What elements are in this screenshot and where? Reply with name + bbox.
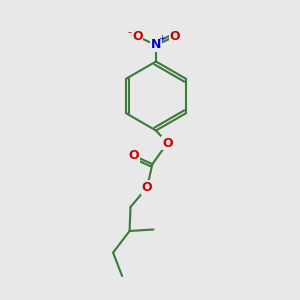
- Text: N: N: [151, 38, 161, 52]
- Text: O: O: [128, 149, 139, 162]
- Text: O: O: [169, 30, 180, 43]
- Text: O: O: [132, 30, 143, 43]
- Text: +: +: [158, 34, 165, 43]
- Text: O: O: [162, 136, 173, 150]
- Text: O: O: [142, 181, 152, 194]
- Text: -: -: [127, 27, 131, 37]
